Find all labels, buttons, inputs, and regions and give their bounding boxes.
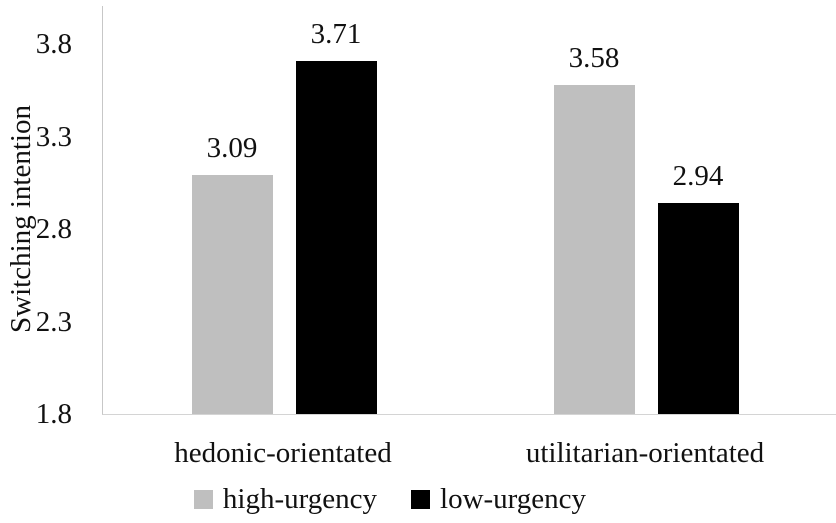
y-axis-tick-labels: 3.8 3.3 2.8 2.3 1.8 — [0, 6, 72, 429]
y-tick-label: 2.3 — [35, 305, 72, 338]
y-tick-label: 3.3 — [35, 120, 72, 153]
legend-item-low-urgency: low-urgency — [411, 483, 586, 515]
legend-label: low-urgency — [440, 483, 587, 515]
bar-value-label: 2.94 — [672, 160, 724, 192]
bar-value-label: 3.71 — [310, 18, 362, 50]
x-category-label: hedonic-orientated — [174, 437, 392, 469]
legend-swatch-icon — [193, 489, 213, 509]
bar-high-urgency-utilitarian-orientated — [553, 85, 635, 414]
y-tick-label: 1.8 — [35, 398, 72, 430]
legend-swatch-icon — [411, 489, 431, 509]
x-category-label: utilitarian-orientated — [525, 437, 765, 469]
plot-area: 3.09 3.71 3.58 2.94 — [102, 6, 836, 415]
x-axis-category-labels: hedonic-orientated utilitarian-orientated — [102, 430, 835, 469]
bar-value-label: 3.09 — [206, 132, 258, 164]
bar-low-urgency-utilitarian-orientated — [657, 203, 739, 414]
bar-high-urgency-hedonic-orientated — [191, 175, 273, 414]
bar-low-urgency-hedonic-orientated — [295, 61, 377, 414]
y-tick-label: 2.8 — [35, 213, 72, 245]
legend-label: high-urgency — [222, 483, 378, 515]
legend-item-high-urgency: high-urgency — [193, 483, 378, 515]
bar-value-label: 3.58 — [568, 42, 620, 74]
y-tick-label: 3.8 — [35, 28, 72, 60]
legend: high-urgency low-urgency — [0, 479, 780, 519]
